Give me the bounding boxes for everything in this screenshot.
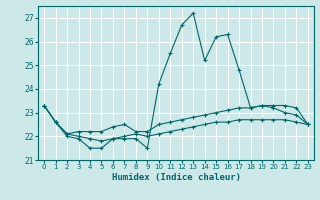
X-axis label: Humidex (Indice chaleur): Humidex (Indice chaleur) xyxy=(111,173,241,182)
